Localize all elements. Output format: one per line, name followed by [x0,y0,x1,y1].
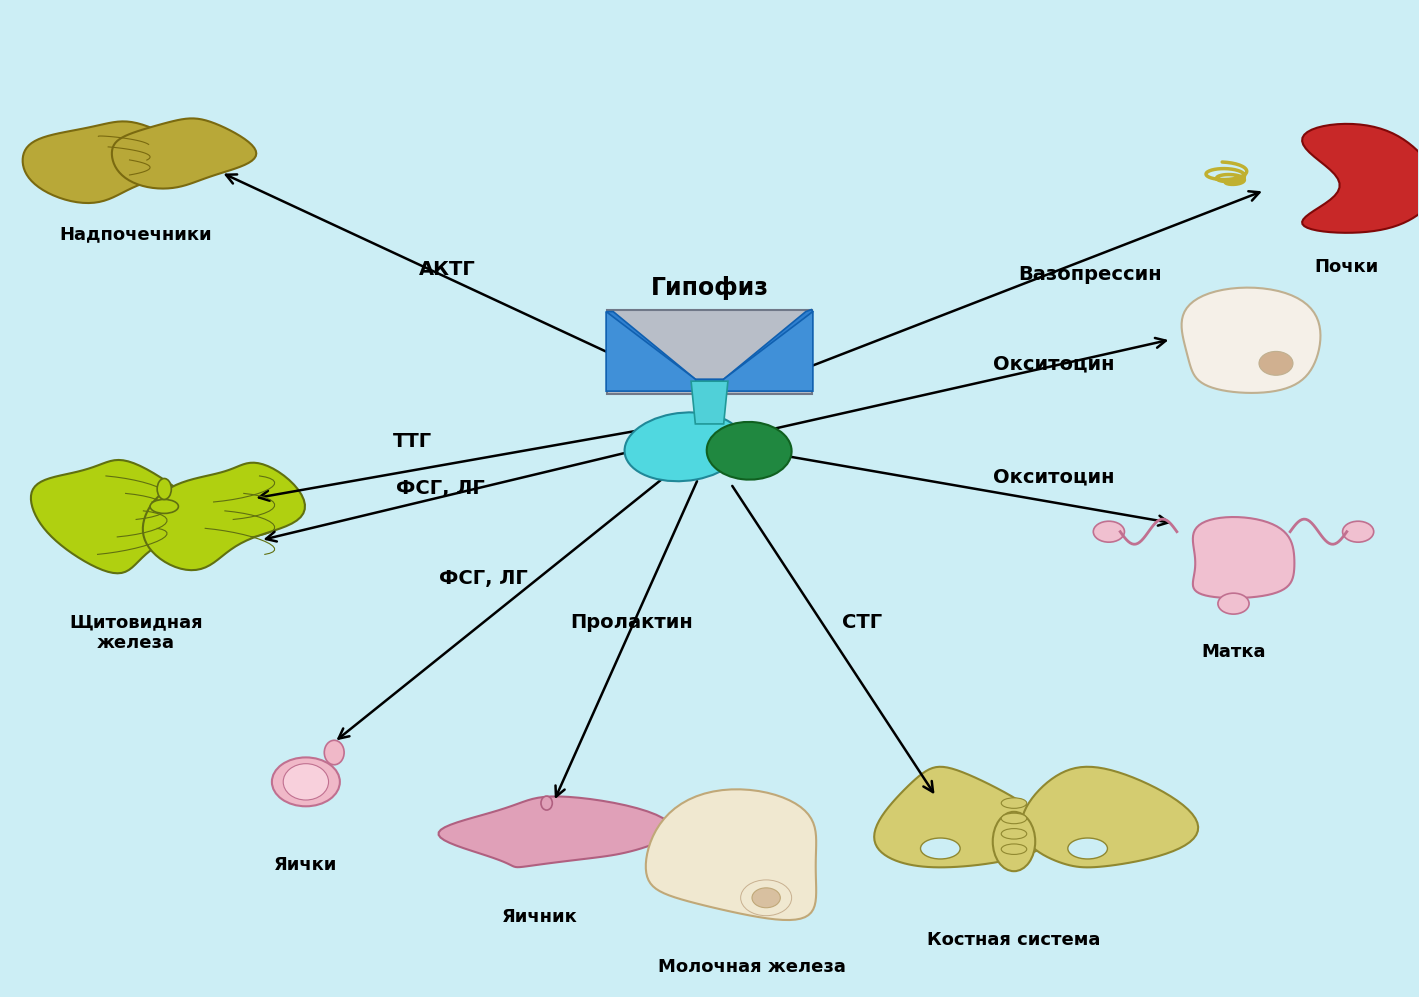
Polygon shape [606,310,813,381]
Text: Костная система: Костная система [927,931,1101,949]
Polygon shape [1182,287,1321,393]
Polygon shape [1022,767,1198,867]
Ellipse shape [1218,593,1249,614]
Circle shape [1259,351,1293,375]
Text: СТГ: СТГ [843,613,883,632]
Text: Молочная железа: Молочная железа [658,958,846,976]
Text: Окситоцин: Окситоцин [993,468,1114,487]
Ellipse shape [150,499,179,513]
Polygon shape [112,119,257,188]
Ellipse shape [325,741,345,765]
Ellipse shape [1002,798,1027,809]
Text: Почки: Почки [1314,258,1379,276]
Ellipse shape [624,413,744,482]
Polygon shape [438,797,671,867]
Polygon shape [31,460,204,573]
Polygon shape [606,312,698,391]
Polygon shape [721,312,813,391]
Ellipse shape [158,479,172,499]
Ellipse shape [1093,521,1124,542]
Polygon shape [1193,517,1294,598]
Text: Матка: Матка [1202,643,1266,661]
Ellipse shape [541,796,552,811]
Text: ТТГ: ТТГ [393,433,431,452]
Text: Яичник: Яичник [502,908,578,926]
Ellipse shape [284,764,329,800]
Text: Щитовидная
железа: Щитовидная железа [70,613,203,652]
Ellipse shape [993,812,1036,871]
Polygon shape [143,463,305,570]
Ellipse shape [1069,838,1107,859]
Polygon shape [874,767,1051,867]
Ellipse shape [921,838,961,859]
Polygon shape [646,790,816,920]
Text: Вазопрессин: Вазопрессин [1019,265,1162,284]
Ellipse shape [1342,521,1374,542]
Ellipse shape [707,422,792,480]
Text: Яички: Яички [274,856,338,874]
Text: ФСГ, ЛГ: ФСГ, ЛГ [438,568,528,587]
Ellipse shape [1002,829,1027,839]
Text: ФСГ, ЛГ: ФСГ, ЛГ [396,479,485,498]
Polygon shape [23,122,193,203]
Ellipse shape [272,758,341,807]
Text: Пролактин: Пролактин [570,613,692,632]
Text: Гипофиз: Гипофиз [650,275,769,300]
FancyBboxPatch shape [607,310,812,394]
Text: АКТГ: АКТГ [419,260,475,279]
Text: Окситоцин: Окситоцин [993,355,1114,374]
Polygon shape [691,381,728,424]
Ellipse shape [1002,814,1027,824]
Ellipse shape [1002,843,1027,854]
Polygon shape [1303,124,1419,233]
Circle shape [752,888,780,907]
Text: Надпочечники: Надпочечники [60,225,213,243]
